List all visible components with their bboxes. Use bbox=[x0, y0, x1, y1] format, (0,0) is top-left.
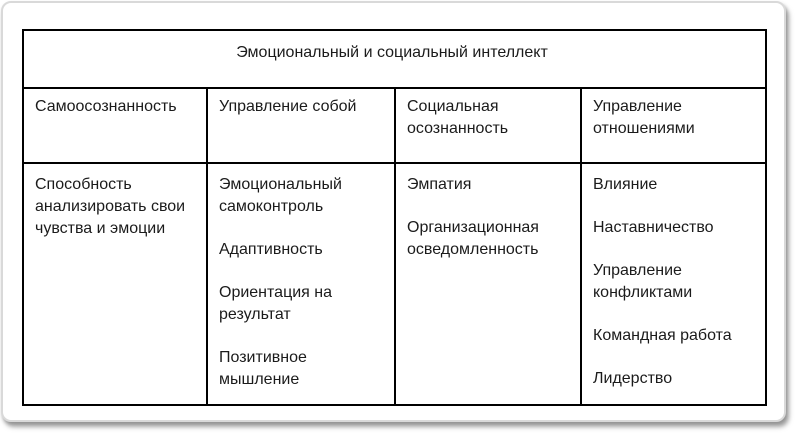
column-cell-relationship-management: Влияние Наставничество Управление конфликт… bbox=[580, 162, 767, 406]
cell-item: Позитивное мышление bbox=[219, 349, 307, 388]
cell-item: Организационная осведомленность bbox=[407, 219, 539, 258]
header-row: Самоосознанность Управление собой Социал… bbox=[22, 87, 767, 164]
column-header-self-awareness: Самоосознанность bbox=[22, 87, 208, 164]
cell-item: Командная работа bbox=[593, 327, 732, 344]
emotional-intelligence-table: Эмоциональный и социальный интеллект Сам… bbox=[22, 29, 767, 406]
title-row: Эмоциональный и социальный интеллект bbox=[22, 29, 767, 89]
column-header-social-awareness: Социальная осознанность bbox=[394, 87, 582, 164]
column-header-relationship-management: Управление отношениями bbox=[580, 87, 767, 164]
column-cell-social-awareness: Эмпатия Организационная осведомленность bbox=[394, 162, 582, 406]
table-title: Эмоциональный и социальный интеллект bbox=[22, 29, 767, 89]
column-cell-self-management: Эмоциональный самоконтроль Адаптивность Ор… bbox=[206, 162, 396, 406]
column-cell-self-awareness: Способность анализировать свои чувства и… bbox=[22, 162, 208, 406]
cell-item: Лидерство bbox=[593, 370, 673, 387]
column-header-self-management: Управление собой bbox=[206, 87, 396, 164]
body-row: Способность анализировать свои чувства и… bbox=[22, 162, 767, 406]
cell-item: Эмпатия bbox=[407, 176, 472, 193]
cell-item: Наставничество bbox=[593, 219, 714, 236]
cell-item: Управление конфликтами bbox=[593, 262, 693, 301]
cell-item: Ориентация на результат bbox=[219, 284, 333, 323]
cell-item: Способность анализировать свои чувства и… bbox=[35, 176, 186, 237]
cell-item: Адаптивность bbox=[219, 241, 323, 258]
cell-item: Эмоциональный самоконтроль bbox=[219, 176, 342, 215]
cell-item: Влияние bbox=[593, 176, 658, 193]
